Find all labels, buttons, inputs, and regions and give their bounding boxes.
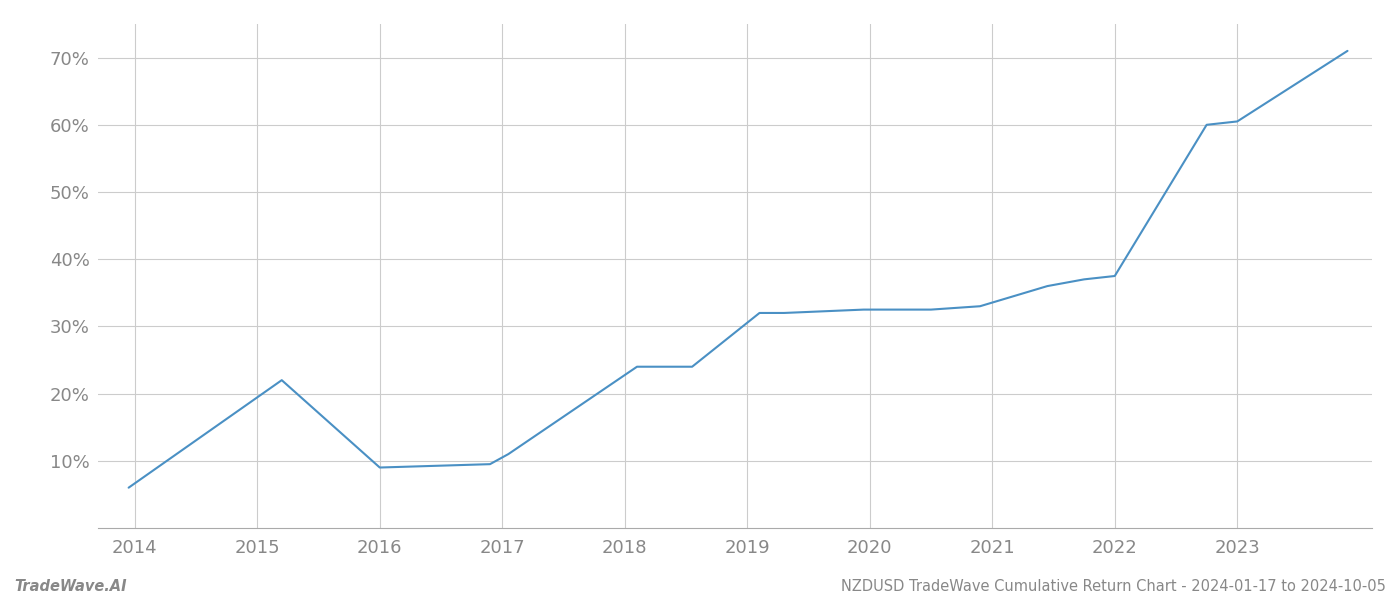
- Text: TradeWave.AI: TradeWave.AI: [14, 579, 126, 594]
- Text: NZDUSD TradeWave Cumulative Return Chart - 2024-01-17 to 2024-10-05: NZDUSD TradeWave Cumulative Return Chart…: [841, 579, 1386, 594]
